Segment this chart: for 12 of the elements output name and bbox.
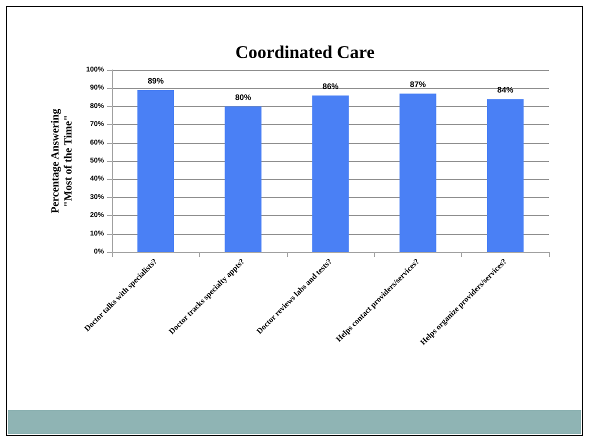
bar [486, 99, 524, 252]
bar [400, 94, 436, 252]
data-label: 87% [410, 80, 426, 90]
y-axis-title: Percentage Answering "Most of the Time" [50, 108, 75, 214]
bar [312, 95, 349, 252]
bar [224, 106, 262, 252]
data-label: 86% [322, 82, 339, 91]
data-label: 80% [235, 92, 252, 102]
bar [137, 90, 174, 252]
chart-title: Coordinated Care [235, 42, 375, 62]
data-label: 89% [148, 76, 164, 86]
data-label: 84% [497, 86, 514, 95]
